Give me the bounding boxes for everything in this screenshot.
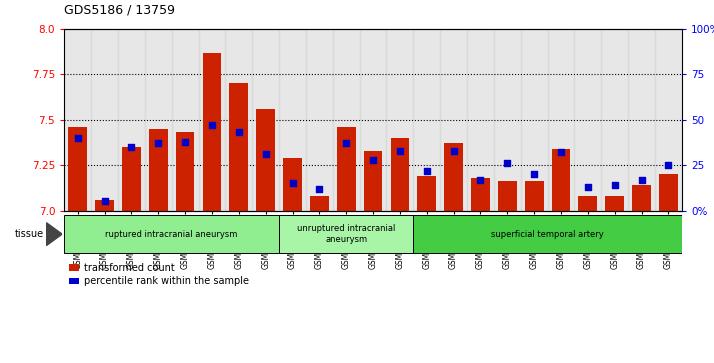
Text: tissue: tissue (14, 229, 44, 239)
Bar (494, 29, 521, 211)
Point (528, 171, 540, 177)
Polygon shape (46, 223, 62, 245)
Point (555, 150, 567, 155)
Bar (413, 29, 441, 211)
Point (609, 182, 620, 188)
FancyBboxPatch shape (413, 215, 682, 253)
Bar (578, 196, 598, 211)
Bar (229, 83, 248, 211)
FancyBboxPatch shape (279, 215, 413, 253)
Bar (203, 53, 221, 211)
Bar (444, 143, 463, 211)
Bar (632, 185, 651, 211)
Bar (471, 178, 490, 211)
Point (394, 148, 406, 154)
Bar (122, 147, 141, 211)
Point (287, 180, 298, 186)
Bar (548, 29, 575, 211)
Point (582, 184, 593, 190)
Point (260, 151, 271, 157)
Point (206, 122, 218, 128)
Bar (441, 29, 467, 211)
Point (448, 148, 459, 154)
Bar (91, 29, 118, 211)
Bar (391, 138, 409, 211)
Point (99, 199, 110, 204)
Bar (363, 151, 383, 211)
Bar (118, 29, 145, 211)
Bar (95, 200, 114, 211)
Bar (145, 29, 171, 211)
Bar (659, 174, 678, 211)
Bar (283, 158, 302, 211)
Point (341, 140, 352, 146)
Bar (176, 132, 194, 211)
Point (179, 139, 191, 144)
Bar (418, 176, 436, 211)
Point (233, 130, 244, 135)
Bar (279, 29, 306, 211)
Bar (601, 29, 628, 211)
Bar (310, 196, 328, 211)
Point (502, 160, 513, 166)
Point (636, 177, 648, 183)
Bar (306, 29, 333, 211)
Text: superficial temporal artery: superficial temporal artery (491, 230, 604, 238)
Bar (575, 29, 601, 211)
Text: ruptured intracranial aneurysm: ruptured intracranial aneurysm (106, 230, 238, 238)
Bar (467, 29, 494, 211)
Bar (552, 149, 570, 211)
Bar (252, 29, 279, 211)
Text: unruptured intracranial
aneurysm: unruptured intracranial aneurysm (297, 224, 396, 244)
Legend: transformed count, percentile rank within the sample: transformed count, percentile rank withi… (69, 262, 248, 286)
Bar (386, 29, 413, 211)
Bar (605, 196, 624, 211)
Point (126, 144, 137, 150)
Bar (171, 29, 198, 211)
Bar (337, 127, 356, 211)
Bar (198, 29, 226, 211)
Point (313, 186, 325, 192)
Bar (64, 29, 91, 211)
Bar (521, 29, 548, 211)
Bar (360, 29, 386, 211)
Bar (69, 127, 87, 211)
Point (72, 135, 84, 141)
FancyBboxPatch shape (64, 215, 279, 253)
Point (475, 177, 486, 183)
Point (367, 157, 378, 163)
Point (153, 140, 164, 146)
Bar (525, 182, 543, 211)
Bar (333, 29, 360, 211)
Point (421, 168, 433, 174)
Point (663, 162, 674, 168)
Bar (226, 29, 252, 211)
Bar (655, 29, 682, 211)
Text: GDS5186 / 13759: GDS5186 / 13759 (64, 3, 175, 16)
Bar (498, 182, 517, 211)
Bar (256, 109, 275, 211)
Bar (149, 129, 168, 211)
Bar (628, 29, 655, 211)
